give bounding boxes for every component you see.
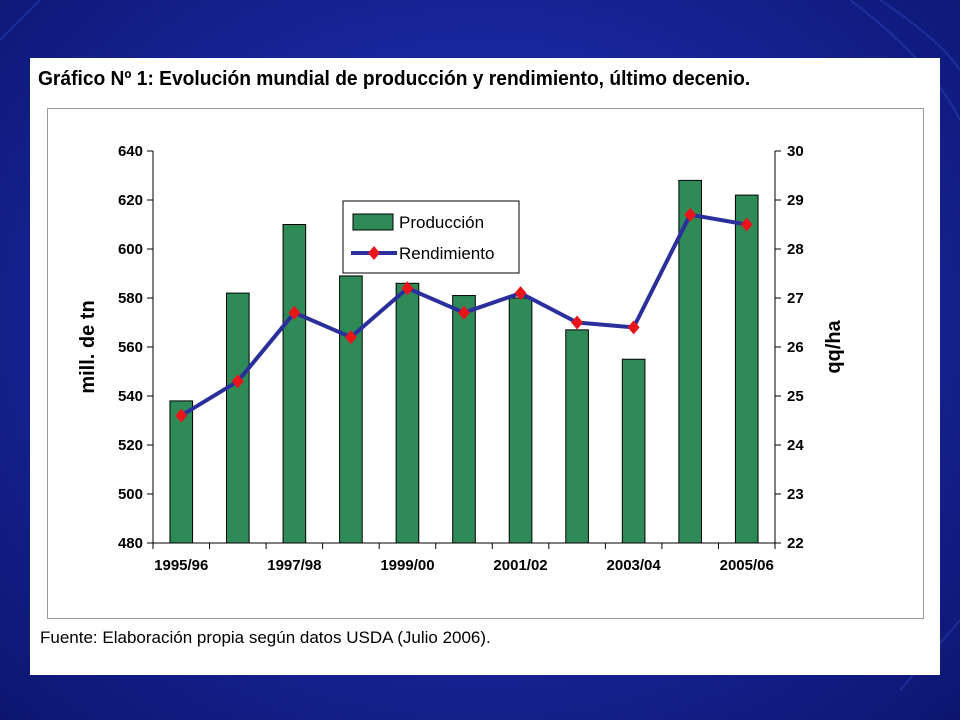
y2-tick-label: 29 (787, 192, 804, 209)
bar (452, 295, 476, 544)
y-axis-label: mill. de tn (77, 300, 99, 393)
y2-tick-label: 30 (787, 143, 804, 160)
source-note: Fuente: Elaboración propia según datos U… (40, 628, 491, 647)
y-tick-label: 600 (118, 241, 143, 258)
legend-label-produccion: Producción (399, 213, 484, 232)
y2-tick-label: 26 (787, 339, 804, 356)
x-tick-label: 2003/04 (607, 557, 662, 574)
y2-tick-label: 23 (787, 486, 804, 503)
x-tick-label: 2005/06 (720, 557, 774, 574)
x-tick-label: 1997/98 (267, 557, 321, 574)
bar (282, 224, 307, 544)
rendimiento-marker (627, 320, 640, 335)
y2-tick-label: 22 (787, 535, 804, 552)
y-tick-label: 540 (118, 388, 143, 405)
legend-swatch-produccion (352, 213, 394, 231)
combo-chart: 480 500 520 540 560 580 600 620 640 22 23 24 25 26 27 2… (77, 143, 845, 574)
chart-title: Gráfico Nº 1: Evolución mundial de produ… (38, 68, 751, 90)
rendimiento-marker (514, 286, 527, 301)
y2-tick-label: 24 (787, 437, 804, 454)
bar (169, 400, 194, 544)
x-tick-label: 2001/02 (493, 557, 547, 574)
rendimiento-marker (740, 217, 753, 232)
rendimiento-marker (401, 281, 414, 296)
bar (621, 358, 646, 544)
x-tick-label: 1999/00 (380, 557, 434, 574)
legend-box (342, 200, 520, 274)
y2-tick-label: 25 (787, 388, 804, 405)
bar (565, 329, 589, 544)
rendimiento-marker (175, 408, 188, 423)
y-tick-label: 640 (118, 143, 143, 160)
y2-tick-label: 27 (787, 290, 804, 307)
rendimiento-marker (344, 330, 357, 345)
chart-area: 480 500 520 540 560 580 600 620 640 22 23 24 25 26 27 2… (47, 108, 924, 619)
rendimiento-marker (684, 207, 697, 222)
legend-label-rendimiento: Rendimiento (399, 244, 494, 263)
y-tick-label: 480 (118, 535, 143, 552)
rendimiento-marker (458, 305, 470, 320)
y-tick-label: 620 (118, 192, 143, 209)
bar (678, 179, 702, 544)
rendimiento-marker (231, 374, 244, 389)
bar (226, 292, 250, 544)
bar (734, 194, 759, 544)
y-tick-label: 500 (118, 486, 143, 503)
bar (508, 297, 533, 544)
x-tick-label: 1995/96 (154, 557, 208, 574)
y-tick-label: 560 (118, 339, 143, 356)
y2-axis-label: qq/ha (823, 319, 845, 373)
rendimiento-marker (571, 315, 584, 330)
slide-panel: Gráfico Nº 1: Evolución mundial de produ… (30, 58, 940, 675)
legend-marker-rendimiento (368, 246, 380, 260)
y-tick-label: 520 (118, 437, 143, 454)
bar (339, 275, 363, 544)
y-tick-label: 580 (118, 290, 143, 307)
bar (395, 282, 420, 544)
y2-tick-label: 28 (787, 241, 804, 258)
rendimiento-marker (288, 305, 301, 320)
